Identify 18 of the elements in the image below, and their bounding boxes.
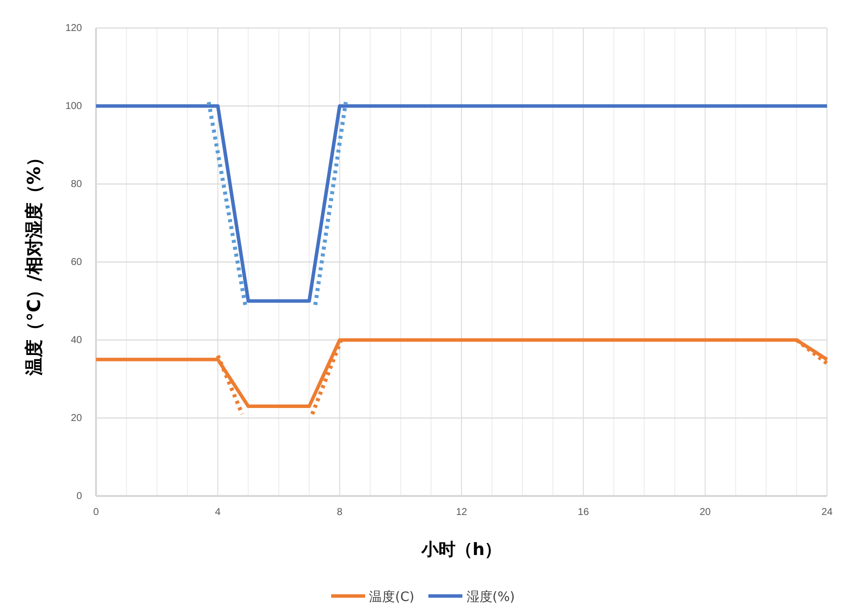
x-tick-label: 24 bbox=[821, 507, 833, 518]
y-tick-label: 80 bbox=[70, 179, 82, 190]
y-tick-label: 60 bbox=[70, 257, 82, 268]
y-tick-label: 0 bbox=[76, 491, 82, 502]
x-tick-label: 4 bbox=[215, 507, 222, 518]
legend-label: 温度(C) bbox=[369, 589, 414, 605]
x-tick-label: 8 bbox=[336, 507, 343, 518]
y-axis-title: 温度（°C）/相对湿度（%） bbox=[24, 148, 45, 376]
x-tick-label: 0 bbox=[93, 507, 100, 518]
x-tick-label: 16 bbox=[578, 507, 590, 518]
x-tick-label: 12 bbox=[456, 507, 468, 518]
y-tick-label: 100 bbox=[65, 101, 82, 112]
y-tick-label: 20 bbox=[70, 413, 82, 424]
x-axis-title: 小时（h） bbox=[420, 540, 502, 560]
y-tick-label: 120 bbox=[65, 23, 82, 34]
x-tick-label: 20 bbox=[700, 507, 712, 518]
y-tick-label: 40 bbox=[70, 335, 82, 346]
legend-label: 湿度(%) bbox=[466, 589, 515, 605]
